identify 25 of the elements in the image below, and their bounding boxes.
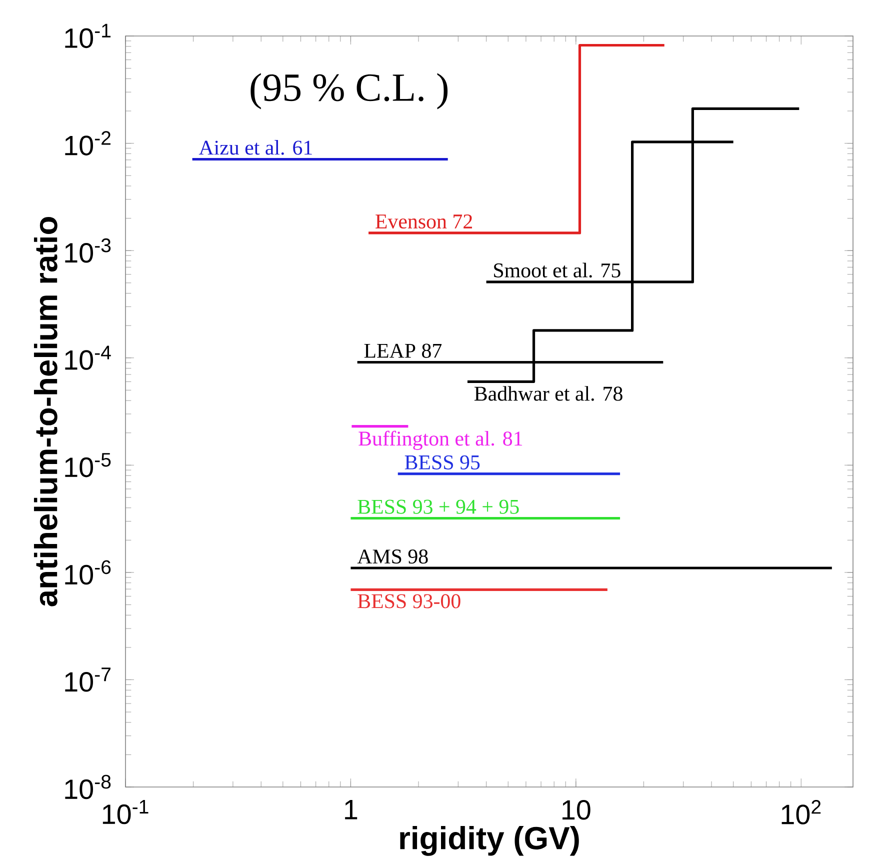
x-tick-label: 10	[562, 800, 590, 820]
x-axis-title: rigidity (GV)	[400, 826, 579, 856]
series-label: LEAP 87	[364, 344, 442, 358]
annotation: (95 % C.L. )	[250, 73, 448, 110]
series-label: Smoot et al. 75	[494, 262, 620, 278]
y-axis-title: antihelium-to-helium ratio	[34, 217, 58, 606]
x-tick-label: 1	[345, 800, 358, 820]
series-label: Evenson 72	[376, 214, 472, 229]
series-label: AMS 98	[357, 549, 428, 564]
y-tick-label: 10$^{-4}$	[65, 346, 111, 370]
series-label: BESS 95	[404, 455, 480, 470]
x-tick-label: 10$^{2}$	[782, 800, 821, 824]
y-tick-label: 10$^{-8}$	[65, 774, 111, 800]
series-label: BESS 93-00	[358, 594, 460, 608]
series-label: Buffington et al. 81	[358, 430, 522, 450]
series-label: Badhwar et al. 78	[474, 386, 622, 401]
y-tick-label: 10$^{-3}$	[65, 238, 111, 263]
y-tick-label: 10$^{-2}$	[65, 131, 110, 156]
x-tick-label: 10$^{-1}$	[102, 800, 148, 824]
series-label: Aizu et al. 61	[198, 140, 312, 155]
y-tick-label: 10$^{-6}$	[65, 560, 111, 585]
y-tick-label: 10$^{-1}$	[65, 24, 111, 48]
series-label: BESS 93 + 94 + 95	[358, 500, 519, 514]
y-tick-label: 10$^{-5}$	[65, 453, 111, 478]
y-tick-label: 10$^{-7}$	[65, 668, 110, 692]
